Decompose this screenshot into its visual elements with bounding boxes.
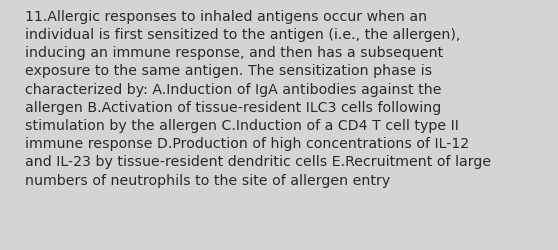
Text: 11.Allergic responses to inhaled antigens occur when an
individual is first sens: 11.Allergic responses to inhaled antigen… [25,10,491,187]
